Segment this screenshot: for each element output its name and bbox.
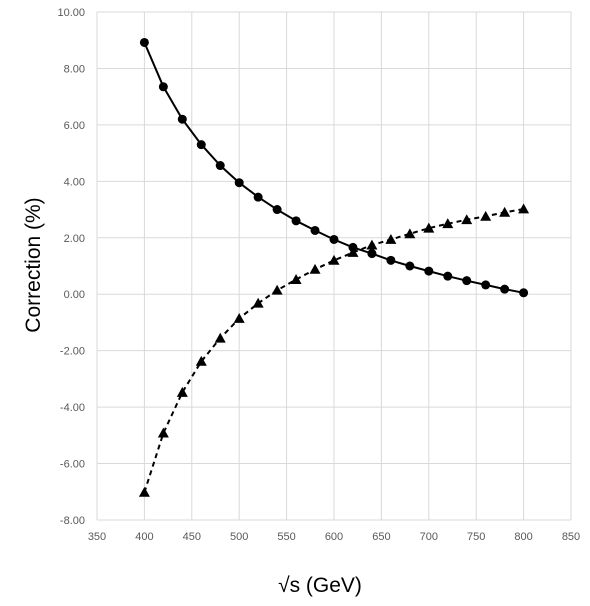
series-1-point xyxy=(519,288,529,298)
series-2-point xyxy=(404,228,416,239)
series-2-point xyxy=(385,233,397,244)
series-2-point xyxy=(499,206,511,217)
series-2-point xyxy=(423,222,435,233)
x-tick-labels: 350 400 450 500 550 600 650 700 750 800 850 xyxy=(88,531,580,543)
x-tick-label: 350 xyxy=(88,531,106,543)
y-tick-label: 4.00 xyxy=(64,176,85,188)
series-2-point xyxy=(195,355,207,366)
y-tick-label: -4.00 xyxy=(60,402,85,414)
series-1-point xyxy=(500,284,510,294)
series-1-point xyxy=(158,82,168,92)
series-2-point xyxy=(461,214,473,225)
series-1-point xyxy=(329,234,339,244)
series-2-point xyxy=(480,210,492,221)
x-tick-label: 600 xyxy=(325,531,343,543)
y-axis-title: Correction (%) xyxy=(22,197,45,332)
x-tick-label: 850 xyxy=(562,531,580,543)
series-1-point xyxy=(405,261,415,271)
series-2-point xyxy=(157,427,169,438)
series-1-point xyxy=(177,114,187,124)
x-tick-label: 450 xyxy=(183,531,201,543)
series-2-point xyxy=(252,297,264,308)
series-1-point xyxy=(367,249,377,259)
y-tick-label: -2.00 xyxy=(60,346,85,358)
series-1-point xyxy=(272,205,282,215)
series-1-point xyxy=(215,161,225,171)
y-tick-label: 0.00 xyxy=(64,289,85,301)
x-tick-label: 400 xyxy=(135,531,153,543)
y-tick-label: 10.00 xyxy=(57,7,85,19)
series-1-point xyxy=(234,178,244,188)
y-tick-label: 8.00 xyxy=(64,63,85,75)
series-1-point xyxy=(196,140,206,150)
x-tick-label: 700 xyxy=(420,531,438,543)
y-tick-label: 2.00 xyxy=(64,233,85,245)
series-1-point xyxy=(443,271,453,281)
series-2-point xyxy=(176,386,188,397)
series-markers xyxy=(138,37,530,497)
series-1-point xyxy=(139,37,149,47)
series-1-point xyxy=(424,266,434,276)
series-1-point xyxy=(462,276,472,286)
series-2-point xyxy=(347,246,359,257)
series-1-point xyxy=(310,225,320,235)
x-tick-label: 800 xyxy=(514,531,532,543)
x-axis-title: √s (GeV) xyxy=(278,574,362,597)
plot-gridlines xyxy=(96,11,572,521)
series-2-point xyxy=(233,312,245,323)
x-tick-label: 750 xyxy=(467,531,485,543)
x-tick-label: 500 xyxy=(230,531,248,543)
series-1-point xyxy=(291,216,301,226)
y-tick-label: -6.00 xyxy=(60,459,85,471)
y-tick-labels: 10.00 8.00 6.00 4.00 2.00 0.00 -2.00 -4.00 -6.00… xyxy=(57,7,85,527)
series-2-point xyxy=(442,218,454,229)
series-line-2 xyxy=(143,208,524,493)
x-tick-label: 550 xyxy=(277,531,295,543)
series-2-point xyxy=(309,263,321,274)
series-2-point xyxy=(366,239,378,250)
series-2-point xyxy=(271,284,283,295)
series-1-point xyxy=(481,280,491,290)
y-tick-label: 6.00 xyxy=(64,120,85,132)
series-2-point xyxy=(328,254,340,265)
series-2-point xyxy=(290,274,302,284)
series-1-point xyxy=(386,255,396,265)
y-tick-label: -8.00 xyxy=(60,515,85,527)
series-2-point xyxy=(214,332,226,343)
x-tick-label: 650 xyxy=(372,531,390,543)
series-2-point xyxy=(518,203,530,214)
series-1-point xyxy=(253,192,263,202)
series-2-point xyxy=(138,486,150,497)
